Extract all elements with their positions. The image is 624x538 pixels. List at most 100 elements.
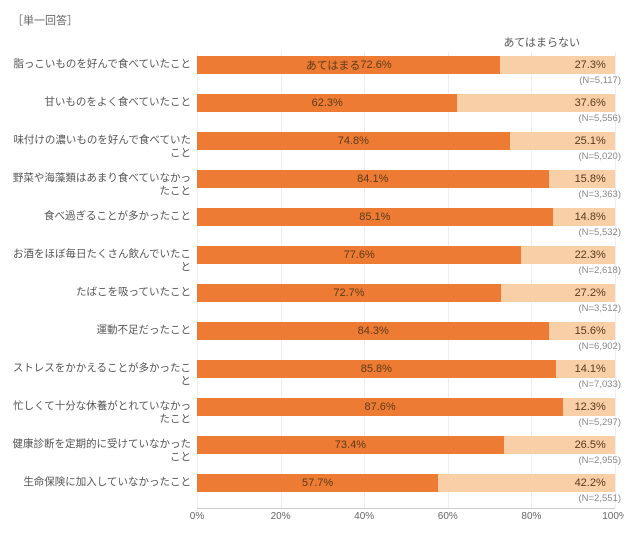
chart-row: 運動不足だったこと84.3%15.6%(N=6,902) (197, 318, 615, 356)
row-label: たばこを吸っていたこと (11, 286, 191, 299)
bar-chart: 脂っこいものを好んで食べていたことあてはまる 72.6%27.3%(N=5,11… (197, 52, 615, 508)
bar: 85.8% 14.1% (197, 360, 615, 378)
chart-row: お酒をほぼ毎日たくさん飲んでいたこと77.6%22.3%(N=2,618) (197, 242, 615, 280)
sample-size: (N=2,955) (578, 455, 621, 466)
value-applies: 57.7% (302, 477, 333, 489)
value-not-applies: 14.1% (575, 363, 606, 375)
value-applies: 85.8% (361, 363, 392, 375)
value-not-applies: 22.3% (575, 249, 606, 261)
row-label: 運動不足だったこと (11, 324, 191, 337)
row-label: 生命保険に加入していなかったこと (11, 476, 191, 489)
chart-row: 脂っこいものを好んで食べていたことあてはまる 72.6%27.3%(N=5,11… (197, 52, 615, 90)
segment-not-applies: 27.2% (501, 284, 615, 302)
subtitle: ［単一回答］ (12, 12, 612, 28)
value-applies: 77.6% (344, 249, 375, 261)
row-label: 食べ過ぎることが多かったこと (11, 210, 191, 223)
sample-size: (N=2,551) (578, 493, 621, 504)
bar: 84.3% 15.6% (197, 322, 615, 340)
segment-not-applies: 37.6% (457, 94, 614, 112)
value-applies: 72.6% (360, 59, 391, 71)
axis-tick: 60% (438, 511, 458, 522)
segment-applies: 57.7% (197, 474, 438, 492)
chart-row: 味付けの濃いものを好んで食べていたこと74.8%25.1%(N=5,020) (197, 128, 615, 166)
value-not-applies: 12.3% (575, 401, 606, 413)
sample-size: (N=5,556) (578, 113, 621, 124)
segment-applies: 73.4% (197, 436, 504, 454)
segment-not-applies: 14.8% (553, 208, 615, 226)
chart-row: ストレスをかかえることが多かったこと85.8%14.1%(N=7,033) (197, 356, 615, 394)
value-applies: 73.4% (335, 439, 366, 451)
sample-size: (N=3,363) (578, 189, 621, 200)
bar: 74.8%25.1% (197, 132, 615, 150)
sample-size: (N=2,618) (578, 265, 621, 276)
bar: 87.6% 12.3% (197, 398, 615, 416)
sample-size: (N=5,297) (578, 417, 621, 428)
axis-tick: 40% (354, 511, 374, 522)
bar: 85.1% 14.8% (197, 208, 615, 226)
bar: 62.3% 37.6% (197, 94, 615, 112)
axis-tick: 0% (190, 511, 204, 522)
sample-size: (N=5,020) (578, 151, 621, 162)
value-not-applies: 15.8% (575, 173, 606, 185)
segment-not-applies: 26.5% (504, 436, 615, 454)
row-label: ストレスをかかえることが多かったこと (11, 362, 191, 388)
bar: 73.4% 26.5% (197, 436, 615, 454)
bar: 84.1% 15.8% (197, 170, 615, 188)
segment-not-applies: 12.3% (563, 398, 614, 416)
value-not-applies: 27.3% (575, 59, 606, 71)
chart-row: 健康診断を定期的に受けていなかったこと73.4%26.5%(N=2,955) (197, 432, 615, 470)
row-label: 忙しくて十分な休養がとれていなかったこと (11, 400, 191, 426)
value-not-applies: 15.6% (575, 325, 606, 337)
row-label: お酒をほぼ毎日たくさん飲んでいたこと (11, 248, 191, 274)
row-label: 甘いものをよく食べていたこと (11, 96, 191, 109)
axis-tick: 80% (521, 511, 541, 522)
value-not-applies: 14.8% (575, 211, 606, 223)
value-applies: 72.7% (333, 287, 364, 299)
sample-size: (N=7,033) (578, 379, 621, 390)
value-applies: 87.6% (364, 401, 395, 413)
chart-row: 甘いものをよく食べていたこと62.3%37.6%(N=5,556) (197, 90, 615, 128)
value-not-applies: 42.2% (575, 477, 606, 489)
sample-size: (N=6,902) (578, 341, 621, 352)
segment-not-applies: 15.8% (549, 170, 615, 188)
segment-not-applies: 22.3% (521, 246, 614, 264)
value-applies: 84.1% (357, 173, 388, 185)
bar: 57.7% 42.2% (197, 474, 615, 492)
value-applies: 84.3% (358, 325, 389, 337)
segment-applies: 77.6% (197, 246, 521, 264)
bar: 72.7% 27.2% (197, 284, 615, 302)
chart-row: 野菜や海藻類はあまり食べていなかったこと84.1%15.8%(N=3,363) (197, 166, 615, 204)
row-label: 脂っこいものを好んで食べていたこと (11, 58, 191, 71)
chart-row: 食べ過ぎることが多かったこと85.1%14.8%(N=5,532) (197, 204, 615, 242)
segment-applies: 62.3% (197, 94, 457, 112)
segment-applies: 84.3% (197, 322, 549, 340)
bar: あてはまる 72.6% 27.3% (197, 56, 615, 74)
legend-applies: あてはまる (306, 57, 361, 73)
value-not-applies: 37.6% (575, 97, 606, 109)
chart-row: たばこを吸っていたこと72.7%27.2%(N=3,512) (197, 280, 615, 318)
legend-not-applies: あてはまらない (12, 34, 600, 50)
value-applies: 85.1% (359, 211, 390, 223)
segment-not-applies: 25.1% (510, 132, 615, 150)
row-label: 味付けの濃いものを好んで食べていたこと (11, 134, 191, 160)
segment-applies: 85.1% (197, 208, 553, 226)
segment-applies: あてはまる 72.6% (197, 56, 500, 74)
axis-tick: 100% (602, 511, 624, 522)
axis-tick: 20% (271, 511, 291, 522)
segment-not-applies: 15.6% (549, 322, 614, 340)
sample-size: (N=5,532) (578, 227, 621, 238)
sample-size: (N=3,512) (578, 303, 621, 314)
segment-applies: 85.8% (197, 360, 556, 378)
x-axis: 0%20%40%60%80%100% (197, 508, 615, 526)
row-label: 野菜や海藻類はあまり食べていなかったこと (11, 172, 191, 198)
segment-not-applies: 14.1% (556, 360, 615, 378)
chart-row: 生命保険に加入していなかったこと57.7%42.2%(N=2,551) (197, 470, 615, 508)
segment-applies: 87.6% (197, 398, 563, 416)
segment-applies: 84.1% (197, 170, 549, 188)
value-not-applies: 27.2% (575, 287, 606, 299)
value-not-applies: 26.5% (575, 439, 606, 451)
row-label: 健康診断を定期的に受けていなかったこと (11, 438, 191, 464)
value-applies: 62.3% (312, 97, 343, 109)
segment-applies: 72.7% (197, 284, 501, 302)
segment-not-applies: 42.2% (438, 474, 614, 492)
